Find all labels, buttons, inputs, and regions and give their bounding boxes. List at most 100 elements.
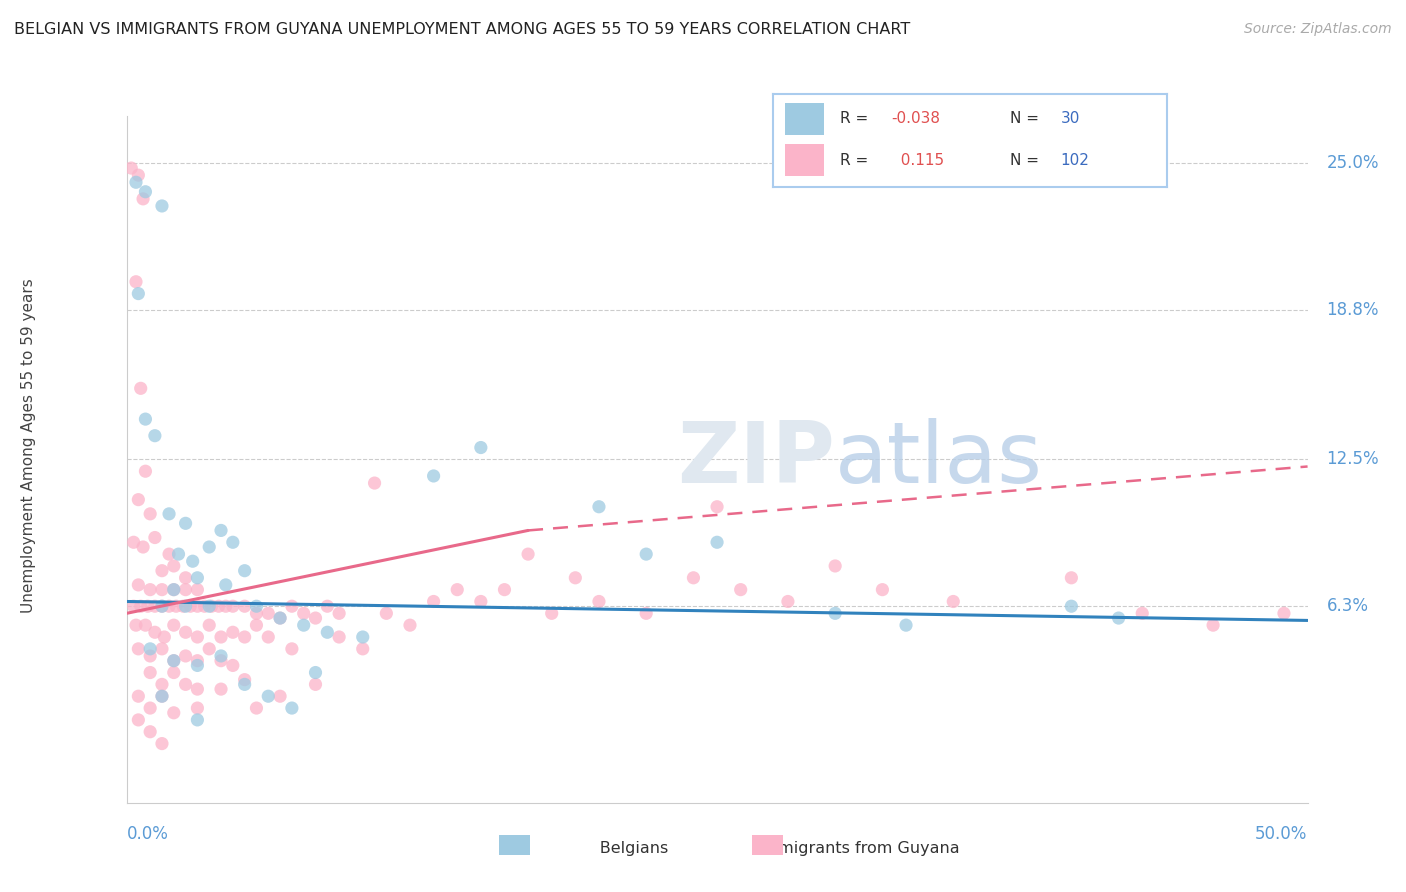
Point <box>127 690 149 704</box>
Point <box>215 578 238 592</box>
Point <box>564 571 586 585</box>
Point <box>174 625 197 640</box>
Point <box>209 648 232 663</box>
Point <box>150 199 173 213</box>
Point <box>143 599 166 614</box>
Point <box>127 168 149 182</box>
Point <box>167 547 190 561</box>
Point <box>209 682 232 697</box>
Point <box>588 500 610 514</box>
Point <box>422 594 444 608</box>
Point <box>233 564 256 578</box>
Point <box>150 737 173 751</box>
Point <box>186 654 208 668</box>
Point <box>139 648 162 663</box>
Point <box>129 599 152 614</box>
Text: BELGIAN VS IMMIGRANTS FROM GUYANA UNEMPLOYMENT AMONG AGES 55 TO 59 YEARS CORRELA: BELGIAN VS IMMIGRANTS FROM GUYANA UNEMPL… <box>14 22 910 37</box>
Point <box>127 578 149 592</box>
Point <box>198 540 221 554</box>
Point <box>824 558 846 573</box>
Point <box>129 381 152 395</box>
Point <box>222 599 245 614</box>
Point <box>163 665 186 680</box>
Point <box>470 441 492 455</box>
Text: 25.0%: 25.0% <box>1326 154 1379 172</box>
Point <box>150 677 173 691</box>
Point <box>316 599 339 614</box>
Point <box>1060 571 1083 585</box>
Point <box>139 507 162 521</box>
Point <box>186 713 208 727</box>
Point <box>163 582 186 597</box>
Point <box>150 690 173 704</box>
Point <box>132 192 155 206</box>
Point <box>127 286 149 301</box>
Point <box>198 641 221 656</box>
Point <box>470 594 492 608</box>
Point <box>186 682 208 697</box>
Point <box>257 607 280 621</box>
Point <box>143 625 166 640</box>
Point <box>494 582 516 597</box>
Point <box>134 618 156 632</box>
Point <box>125 175 148 189</box>
Point <box>186 582 208 597</box>
Point <box>776 594 799 608</box>
Point <box>150 564 173 578</box>
Point <box>233 630 256 644</box>
Point <box>269 611 291 625</box>
Text: 6.3%: 6.3% <box>1326 598 1368 615</box>
Point <box>186 658 208 673</box>
Point <box>375 607 398 621</box>
Point <box>143 531 166 545</box>
Point <box>245 599 267 614</box>
Point <box>292 618 315 632</box>
Text: -0.038: -0.038 <box>891 112 941 127</box>
Point <box>269 611 291 625</box>
Point <box>163 706 186 720</box>
Point <box>245 701 267 715</box>
Text: 12.5%: 12.5% <box>1326 450 1379 468</box>
Point <box>163 558 186 573</box>
Point <box>127 713 149 727</box>
Point <box>1108 611 1130 625</box>
Point <box>215 599 238 614</box>
Bar <box>785 145 824 176</box>
Point <box>292 607 315 621</box>
Point <box>186 630 208 644</box>
Point <box>328 630 350 644</box>
Point <box>269 690 291 704</box>
Point <box>153 630 176 644</box>
Point <box>446 582 468 597</box>
Point <box>281 701 304 715</box>
Point <box>942 594 965 608</box>
Text: N =: N = <box>1010 112 1043 127</box>
Point <box>1060 599 1083 614</box>
Point <box>304 677 326 691</box>
Point <box>281 641 304 656</box>
Point <box>172 599 194 614</box>
Point <box>222 658 245 673</box>
Point <box>352 641 374 656</box>
Point <box>233 677 256 691</box>
Point <box>122 535 145 549</box>
Point <box>198 618 221 632</box>
Point <box>328 607 350 621</box>
Point <box>143 428 166 442</box>
Text: 102: 102 <box>1060 153 1090 168</box>
Point <box>730 582 752 597</box>
Point <box>208 599 231 614</box>
Point <box>233 673 256 687</box>
Point <box>422 469 444 483</box>
Text: 0.0%: 0.0% <box>127 825 169 843</box>
Text: Immigrants from Guyana: Immigrants from Guyana <box>727 841 960 856</box>
Text: R =: R = <box>841 153 873 168</box>
Point <box>174 571 197 585</box>
Point <box>186 701 208 715</box>
Point <box>139 665 162 680</box>
Point <box>136 599 159 614</box>
Point <box>134 464 156 478</box>
Point <box>163 582 186 597</box>
Point <box>222 625 245 640</box>
Point <box>150 641 173 656</box>
